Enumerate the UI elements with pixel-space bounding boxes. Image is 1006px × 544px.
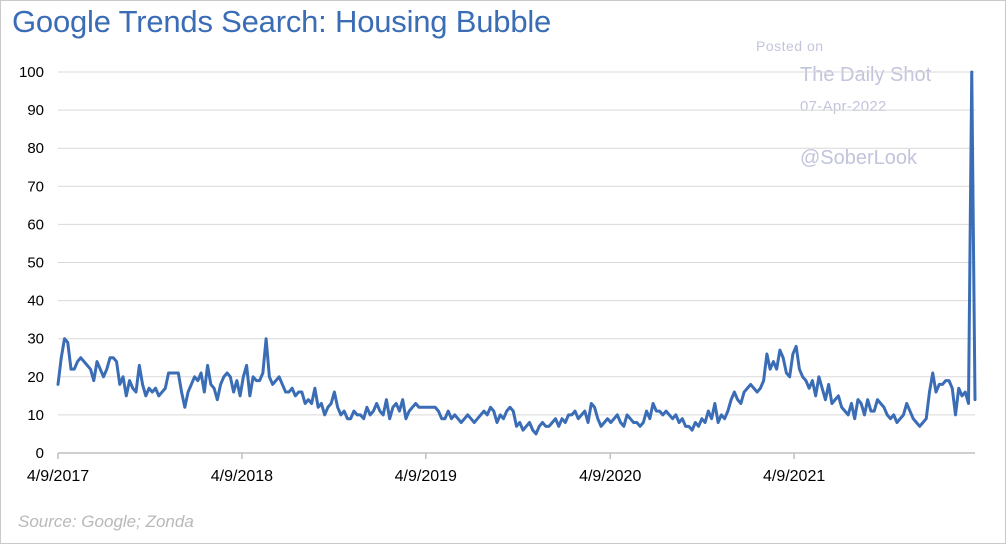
- y-tick-label: 70: [27, 178, 44, 195]
- x-tick-label: 4/9/2021: [763, 468, 825, 485]
- chart-title: Google Trends Search: Housing Bubble: [12, 4, 552, 39]
- y-axis-ticks: 0 10 20 30 40 50 60 70 80 90 100: [19, 64, 44, 462]
- y-tick-label: 30: [27, 331, 44, 348]
- x-tick-label: 4/9/2020: [579, 468, 641, 485]
- series-line: [56, 70, 977, 436]
- y-tick-label: 90: [27, 102, 44, 119]
- watermark-posted: Posted on: [756, 38, 824, 54]
- y-tick-label: 100: [19, 64, 44, 81]
- x-axis-ticks: 4/9/2017 4/9/2018 4/9/2019 4/9/2020 4/9/2021: [27, 453, 825, 485]
- watermark-handle: @SoberLook: [800, 147, 918, 169]
- gridlines: [58, 71, 975, 416]
- watermark-date: 07-Apr-2022: [800, 98, 887, 115]
- y-tick-label: 40: [27, 293, 44, 310]
- y-tick-label: 0: [36, 445, 44, 462]
- x-tick-label: 4/9/2017: [27, 468, 89, 485]
- x-tick-label: 4/9/2019: [395, 468, 457, 485]
- x-tick-label: 4/9/2018: [211, 468, 273, 485]
- source-note: Source: Google; Zonda: [18, 512, 194, 531]
- y-tick-label: 60: [27, 216, 44, 233]
- y-tick-label: 80: [27, 140, 44, 157]
- y-tick-label: 20: [27, 369, 44, 386]
- watermark-site: The Daily Shot: [800, 64, 932, 86]
- y-tick-label: 50: [27, 255, 44, 272]
- y-tick-label: 10: [27, 407, 44, 424]
